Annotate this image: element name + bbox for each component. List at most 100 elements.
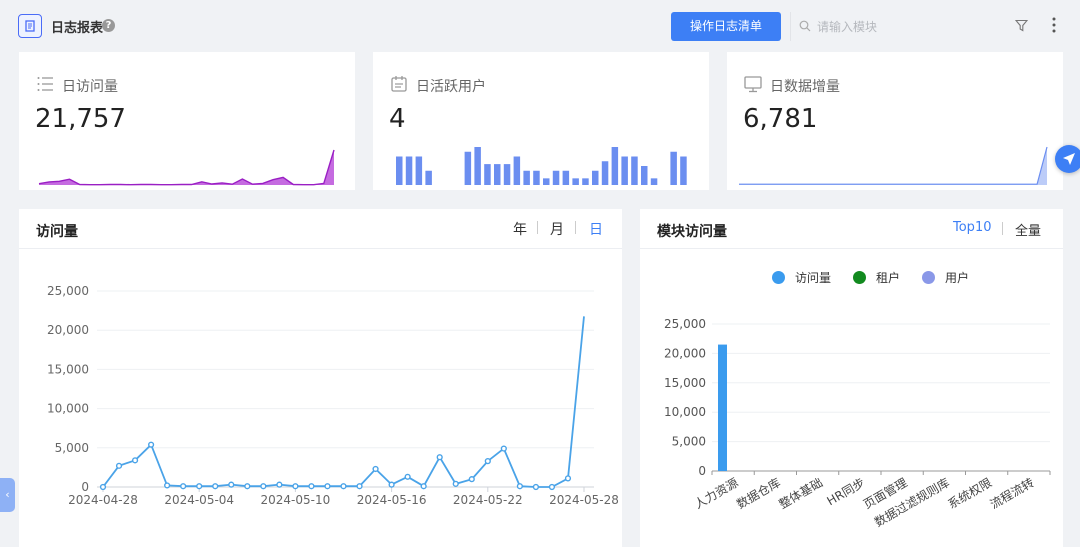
monitor-icon [744,76,762,93]
data-point [340,483,347,490]
data-point [115,462,123,469]
sparkline-bar [415,156,423,185]
data-point [356,483,363,490]
y-tick-label: 25,000 [664,317,706,331]
operation-log-button[interactable]: 操作日志清单 [671,12,781,41]
tab-year[interactable]: 年 [513,222,527,238]
search-icon [799,20,811,32]
x-tick-label: 2024-05-10 [261,493,331,507]
filter-icon[interactable] [1015,19,1028,32]
data-point [372,465,379,473]
data-point [212,483,219,490]
sparkline-bar [396,156,403,185]
legend-item-users[interactable]: 用户 [922,269,969,286]
y-tick-label: 0 [698,464,706,478]
modules-panel: 模块访问量 Top10 全量 访问量 租户 用户 0 5,000 10,000 15,… [640,209,1063,547]
stat-value: 4 [389,104,406,134]
visits-series-line [102,316,585,488]
data-point [436,454,443,461]
x-tick-label: 2024-05-28 [549,493,619,507]
sparkline-bar [552,170,560,185]
data-point [500,445,507,452]
tab-separator [1002,222,1003,235]
sparkline-bar [582,178,589,185]
legend-item-tenants[interactable]: 租户 [853,269,900,286]
sparkline-bar [601,161,609,185]
data-increase-sparkline [739,146,1048,185]
data-point [532,483,540,491]
data-point [548,483,556,491]
x-tick-label: 2024-05-04 [164,493,234,507]
stat-card-daily-active-users: 日活跃用户 4 [373,52,709,190]
data-point [324,483,331,490]
sparkline-bar [464,151,472,185]
legend-item-visits[interactable]: 访问量 [772,269,831,286]
stat-card-daily-visits: 日访问量 21,757 [19,52,355,190]
search-box [790,12,1036,41]
data-point [308,483,315,490]
y-tick-label: 0 [81,480,89,494]
x-tick-label: 2024-05-22 [453,493,523,507]
x-tick-label: 系统权限 [946,475,995,511]
collapse-sidebar-button[interactable]: ‹ [0,478,15,512]
sparkline-bar [621,156,628,185]
x-tick-label: 数据仓库 [734,475,783,512]
data-point [516,483,523,490]
sparkline-bar [513,156,521,185]
data-point [276,481,283,488]
tab-separator [575,221,576,234]
sparkline-bar [562,170,570,185]
data-point [388,481,395,488]
bar [718,344,727,471]
stat-value: 21,757 [35,104,126,134]
active-users-sparkline [396,147,687,185]
x-tick-label: 人力资源 [692,475,741,511]
sparkline-line [38,149,335,186]
navigation-icon [1063,153,1075,165]
data-point [260,483,267,490]
tab-month[interactable]: 月 [550,222,564,238]
data-point [196,483,203,490]
panel-title: 访问量 [36,224,78,240]
top-bar: 日志报表 ? 操作日志清单 [0,0,1080,50]
sparkline-bar [631,156,638,185]
sparkline-bar [474,147,481,185]
search-input[interactable] [817,16,997,37]
legend-dot [922,271,936,284]
sparkline-bar [572,178,579,185]
sparkline-bar [641,166,648,185]
chart-legend: 访问量 租户 用户 [772,269,991,286]
sparkline-bar [543,178,550,185]
data-point [468,476,475,483]
sparkline-bar [523,170,530,185]
data-point [564,475,572,482]
legend-dot [853,271,867,284]
visits-sparkline [38,149,335,186]
x-tick-label: 流程流转 [987,475,1036,512]
sparkline-bar [592,170,599,185]
data-point [404,473,411,480]
sparkline-area [739,147,1047,185]
list-icon [37,77,53,91]
stat-card-data-increase: 日数据增量 6,781 [727,52,1063,190]
tab-day[interactable]: 日 [589,222,603,238]
legend-dot [772,271,785,284]
navigation-float-button[interactable] [1055,145,1080,173]
tab-all[interactable]: 全量 [1015,224,1042,239]
sparkline-bar [405,156,413,185]
more-icon[interactable] [1048,16,1060,34]
data-point [228,481,235,488]
sparkline-bar [503,164,511,185]
help-icon[interactable]: ? [102,19,115,32]
tab-top10[interactable]: Top10 [953,220,992,235]
data-point [148,441,155,448]
x-tick-label: 整体基础 [776,475,825,512]
stat-label: 日活跃用户 [416,79,486,95]
stat-label: 日数据增量 [770,79,840,95]
data-point [99,483,107,491]
sparkline-bar [425,170,432,185]
y-tick-label: 5,000 [55,441,89,455]
sparkline-bar [670,151,677,185]
tab-separator [537,221,538,234]
y-tick-label: 25,000 [47,284,89,298]
